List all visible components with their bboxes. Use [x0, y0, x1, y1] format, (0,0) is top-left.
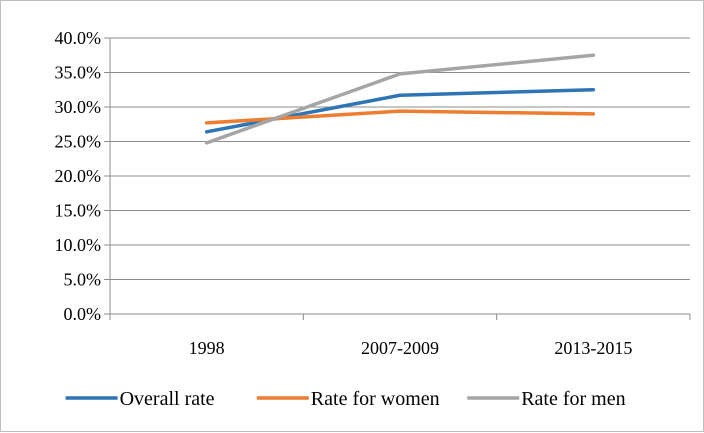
legend-label: Rate for men: [521, 388, 625, 410]
axes: [104, 38, 690, 320]
legend-label: Rate for women: [311, 388, 440, 410]
y-tick-label: 10.0%: [55, 235, 102, 255]
y-axis-tick-labels: 0.0% 5.0% 10.0% 15.0% 20.0% 25.0% 30.0% 35.0% 40…: [55, 28, 102, 324]
legend: Overall rate Rate for women Rate for men: [66, 388, 626, 410]
x-tick-label: 1998: [189, 338, 225, 358]
y-tick-label: 40.0%: [55, 28, 102, 48]
series-lines: [207, 55, 594, 143]
y-tick-label: 25.0%: [55, 132, 102, 152]
y-tick-label: 15.0%: [55, 201, 102, 221]
series-line: [207, 55, 594, 143]
y-tick-label: 35.0%: [55, 63, 102, 83]
x-tick-label: 2013-2015: [554, 338, 632, 358]
x-axis-tick-labels: 1998 2007-2009 2013-2015: [189, 338, 633, 358]
y-tick-label: 5.0%: [64, 270, 102, 290]
legend-item: Overall rate: [66, 388, 215, 410]
y-tick-label: 20.0%: [55, 166, 102, 186]
y-tick-label: 30.0%: [55, 97, 102, 117]
y-tick-label: 0.0%: [64, 304, 102, 324]
x-tick-label: 2007-2009: [361, 338, 439, 358]
legend-item: Rate for men: [467, 388, 625, 410]
legend-item: Rate for women: [257, 388, 440, 410]
legend-label: Overall rate: [120, 388, 215, 410]
